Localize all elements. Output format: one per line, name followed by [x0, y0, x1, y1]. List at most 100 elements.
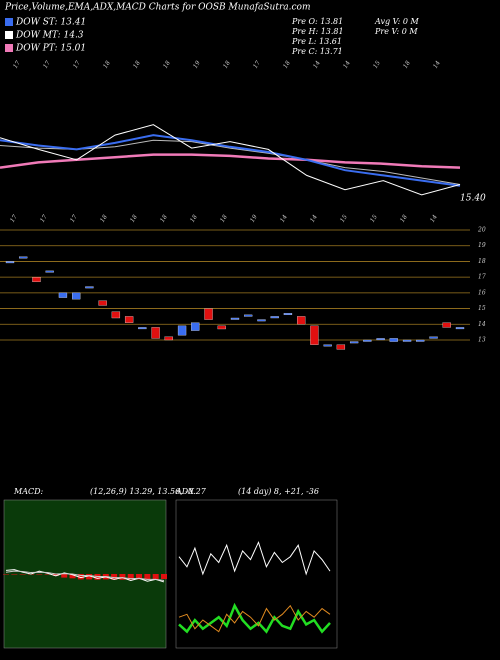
candle — [323, 344, 332, 347]
date-label: 15 — [372, 59, 382, 69]
y-tick-label: 19 — [478, 242, 486, 249]
candle — [455, 327, 465, 330]
date-label: 17 — [39, 213, 49, 223]
histogram-bar — [119, 574, 126, 580]
series-line — [178, 602, 331, 634]
candle — [349, 341, 359, 344]
candle — [191, 322, 200, 331]
candle — [177, 325, 187, 336]
y-tick-label: 17 — [478, 274, 486, 281]
date-label: 17 — [9, 213, 19, 223]
adx-label: ADX — [175, 487, 194, 496]
stat: Pre C: 13.71 — [291, 47, 343, 56]
candle — [416, 339, 425, 342]
date-label: 18 — [189, 213, 199, 223]
histogram-bar — [136, 574, 143, 580]
candle — [124, 316, 134, 323]
date-label: 14 — [342, 59, 352, 69]
date-label: 18 — [399, 213, 409, 223]
series-line — [178, 604, 331, 633]
date-label: 19 — [192, 59, 202, 69]
date-label: 18 — [102, 59, 112, 69]
date-label: 14 — [279, 213, 289, 223]
candle — [283, 313, 293, 316]
histogram-bar — [144, 574, 151, 580]
candle — [45, 270, 54, 273]
histogram-bar — [152, 574, 159, 580]
candle — [297, 316, 306, 325]
candle — [85, 286, 94, 289]
histogram-bar — [11, 574, 18, 575]
last-label: 15.40 — [460, 194, 486, 204]
histogram-bar — [3, 574, 9, 575]
y-tick-label: 13 — [478, 336, 486, 343]
y-tick-label: 14 — [478, 321, 486, 328]
date-label: 15 — [369, 213, 379, 223]
candle — [58, 292, 68, 298]
series-line — [5, 570, 165, 581]
date-label: 17 — [252, 59, 262, 69]
candle — [164, 336, 173, 341]
stat: Pre V: 0 M — [374, 27, 418, 36]
date-label: 18 — [129, 213, 139, 223]
candle — [19, 256, 28, 259]
candle — [111, 311, 121, 319]
histogram-bar — [161, 574, 167, 580]
date-label: 18 — [159, 213, 169, 223]
macd-label: MACD: — [13, 487, 44, 496]
histogram-bar — [111, 574, 118, 580]
candle — [442, 322, 451, 328]
legend-label: DOW ST: 13.41 — [15, 18, 86, 28]
candle — [363, 339, 372, 342]
legend-label: DOW PT: 15.01 — [15, 44, 86, 54]
stat: Avg V: 0 M — [374, 17, 419, 26]
date-label: 18 — [282, 59, 292, 69]
date-label: 17 — [42, 59, 52, 69]
candle — [72, 292, 81, 300]
candle — [429, 336, 438, 339]
candle — [5, 261, 15, 264]
histogram-bar — [19, 574, 26, 575]
series-line — [0, 153, 461, 169]
y-tick-label: 16 — [478, 289, 486, 296]
candle — [204, 308, 213, 320]
y-tick-label: 18 — [478, 258, 486, 265]
candle — [257, 319, 266, 322]
date-label: 14 — [432, 59, 442, 69]
legend-swatch — [5, 44, 13, 52]
date-label: 18 — [162, 59, 172, 69]
series-line — [0, 124, 461, 196]
y-tick-label: 20 — [477, 227, 486, 234]
histogram-bar — [52, 574, 59, 576]
candle — [389, 338, 398, 342]
candle — [402, 339, 412, 342]
histogram-bar — [36, 574, 43, 575]
candle — [32, 277, 41, 283]
candle — [336, 344, 346, 350]
date-label: 14 — [429, 213, 439, 223]
histogram-bar — [44, 574, 51, 575]
date-label: 18 — [132, 59, 142, 69]
series-line — [178, 540, 331, 576]
legend-label: DOW MT: 14.3 — [15, 31, 84, 41]
date-label: 18 — [99, 213, 109, 223]
y-tick-label: 15 — [478, 305, 486, 312]
adx-params: (14 day) 8, +21, -36 — [238, 487, 319, 496]
date-label: 18 — [402, 59, 412, 69]
legend-swatch — [5, 31, 13, 39]
date-label: 17 — [72, 59, 82, 69]
date-label: 17 — [12, 59, 22, 69]
histogram-bar — [69, 574, 76, 579]
stat: Pre O: 13.81 — [291, 17, 343, 26]
stat: Pre L: 13.61 — [291, 37, 342, 46]
candle — [138, 327, 147, 330]
candle — [244, 314, 253, 317]
candle — [270, 316, 279, 319]
series-line — [0, 134, 461, 187]
candle — [98, 300, 107, 306]
page-title: Price,Volume,EMA,ADX,MACD Charts for OOS… — [4, 3, 311, 13]
candle — [310, 325, 319, 345]
date-label: 14 — [312, 59, 322, 69]
legend-swatch — [5, 18, 13, 26]
